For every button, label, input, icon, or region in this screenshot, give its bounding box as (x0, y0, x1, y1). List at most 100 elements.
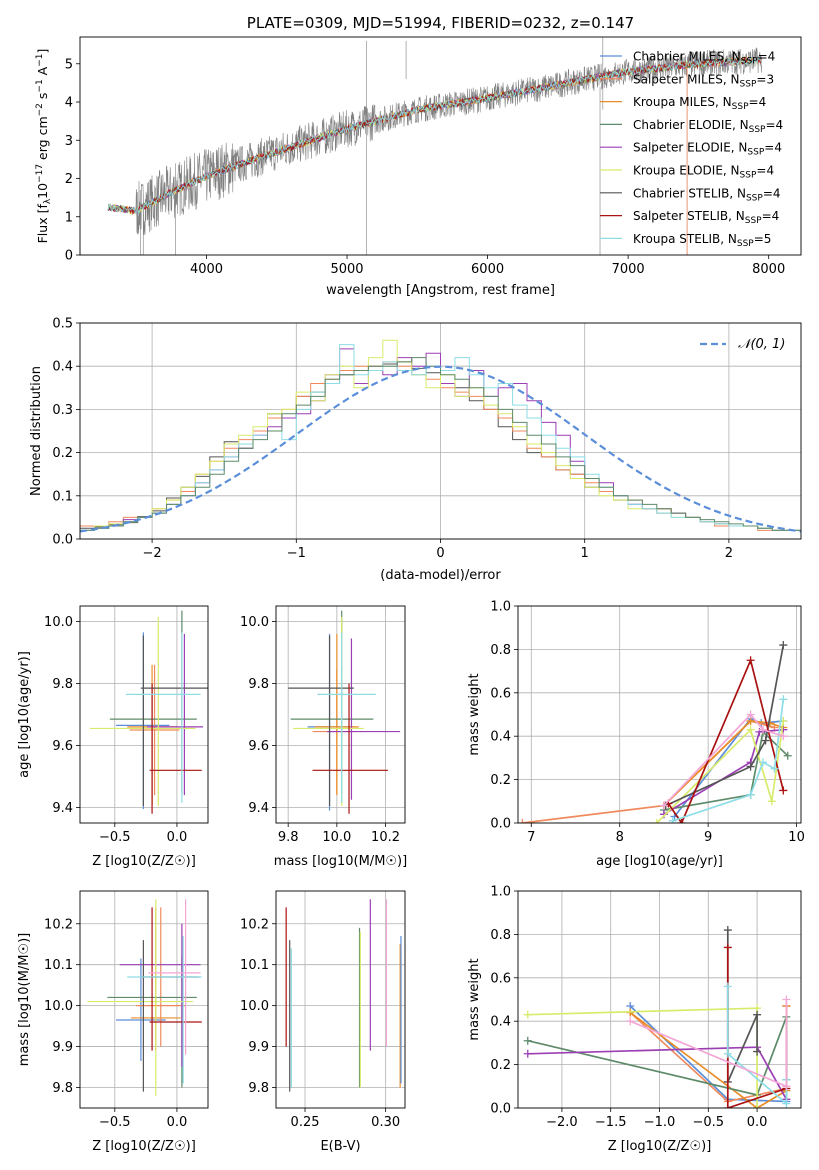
weight-series (523, 1012, 791, 1099)
legend-label: Kroupa MILES, NSSP=4 (633, 95, 766, 112)
y-axis-label: mass weight (467, 958, 482, 1040)
weight-marker (761, 736, 770, 745)
weight-line (527, 1016, 788, 1096)
error-cross (290, 610, 374, 794)
x-tick-label: 9 (704, 830, 712, 845)
axes-frame (79, 322, 802, 540)
text-span: SSP (745, 216, 762, 226)
legend-label: Chabrier STELIB, NSSP=4 (633, 186, 781, 203)
error-cross (89, 616, 196, 806)
text-span: SSP (749, 125, 766, 135)
x-tick-label: 0 (436, 546, 444, 561)
x-tick-label: 0.0 (747, 1115, 768, 1130)
text-span: λ (43, 198, 53, 204)
text-span: Flux [f (35, 204, 50, 244)
chart-age-vs-mass: 9.8 10.0 10.2 9.4 9.6 9.8 10.0 mass [log10(M/M☉… (240, 605, 407, 869)
weight-marker (523, 1049, 532, 1058)
legend-label: Salpeter MILES, NSSP=3 (633, 72, 774, 89)
y-tick-label: 3 (65, 134, 73, 149)
text-span: s (35, 93, 50, 104)
y-tick-label: 4 (65, 96, 73, 111)
weight-marker (783, 751, 792, 760)
x-tick-label: −0.5 (99, 1115, 131, 1130)
x-axis-label: Z [log10(Z/Z☉)] (92, 854, 196, 869)
y-tick-label: 0.6 (490, 686, 511, 701)
weight-series (661, 641, 788, 810)
y-tick-label: 10.0 (240, 615, 269, 630)
x-axis-label: Z [log10(Z/Z☉)] (608, 1139, 712, 1154)
error-cross (140, 940, 200, 1092)
error-cross (116, 632, 170, 810)
error-cross (317, 632, 376, 803)
weight-marker (746, 656, 755, 665)
y-tick-label: 9.8 (52, 677, 73, 692)
text-span: =4 (764, 141, 782, 155)
weight-marker (779, 786, 788, 795)
y-tick-label: 0.4 (490, 730, 511, 745)
weight-marker (723, 926, 732, 935)
y-axis-label: Flux [fλ10−17 erg cm−2 s−1 A−1] (35, 49, 53, 244)
chart-title: PLATE=0309, MJD=51994, FIBERID=0232, z=0… (247, 14, 634, 32)
text-span: =4 (762, 209, 780, 223)
text-span: =3 (756, 72, 774, 86)
weight-line (667, 657, 785, 823)
weight-marker (518, 819, 527, 823)
y-tick-label: 9.8 (52, 1081, 73, 1096)
y-tick-label: 0.3 (52, 403, 73, 418)
normal-curve (80, 365, 801, 533)
y-tick-label: 2 (65, 172, 73, 187)
x-tick-label: 10.0 (322, 830, 351, 845)
y-tick-label: 0.0 (52, 533, 73, 548)
weight-marker (782, 1082, 791, 1091)
error-cross (147, 633, 204, 796)
weight-series (664, 656, 788, 823)
weight-line (527, 1046, 788, 1100)
axes-frame (275, 605, 406, 824)
weight-marker (782, 1099, 791, 1108)
plot-area (523, 926, 791, 1108)
x-tick-label: 9.8 (278, 830, 299, 845)
weight-marker (652, 819, 661, 823)
x-tick-label: −0.5 (693, 1115, 725, 1130)
weight-marker (758, 725, 767, 734)
y-tick-label: 0.4 (490, 1015, 511, 1030)
text-span: −1 (35, 79, 45, 92)
x-axis-label: Z [log10(Z/Z☉)] (92, 1139, 196, 1154)
x-tick-label: 2 (725, 546, 733, 561)
weight-marker (659, 801, 668, 810)
weight-marker (523, 1010, 532, 1019)
text-span: SSP (740, 79, 757, 89)
y-tick-label: 1.0 (490, 600, 511, 615)
axes-frame (517, 890, 802, 1109)
y-tick-label: 0.6 (490, 971, 511, 986)
legend-label: 𝒩(0, 1) (738, 337, 785, 352)
y-tick-label: 0.5 (52, 317, 73, 332)
weight-line (726, 986, 788, 1106)
weight-marker (668, 816, 677, 823)
y-tick-label: 10.0 (240, 999, 269, 1014)
text-span: SSP (747, 148, 764, 158)
axes-frame (79, 36, 802, 256)
text-span: Salpeter ELODIE, N (633, 141, 747, 155)
weight-marker (779, 732, 788, 741)
weight-series (659, 710, 788, 810)
y-axis-label: Normed distribution (29, 366, 44, 496)
x-tick-label: 0.0 (167, 1115, 188, 1130)
error-cross (149, 907, 202, 1051)
x-tick-label: −1 (287, 546, 306, 561)
x-tick-label: 7000 (612, 262, 645, 277)
chart-mass-vs-ebv: 0.25 0.30 9.8 9.9 10.0 10.1 10.2 E(B-V) (240, 890, 406, 1154)
text-span: SSP (740, 171, 757, 181)
y-tick-label: 0.2 (490, 773, 511, 788)
y-axis-label: age [log10(age/yr)] (17, 651, 32, 778)
y-tick-label: 0.2 (490, 1058, 511, 1073)
y-tick-label: 0.0 (490, 817, 511, 832)
y-tick-label: 9.9 (248, 1040, 269, 1055)
model-spectrum (107, 56, 762, 215)
error-cross (109, 610, 197, 794)
y-tick-label: 10.1 (44, 958, 73, 973)
weight-marker (746, 790, 755, 799)
y-tick-label: 10.0 (44, 615, 73, 630)
text-span: =4 (763, 186, 781, 200)
y-tick-label: 0.1 (52, 489, 73, 504)
